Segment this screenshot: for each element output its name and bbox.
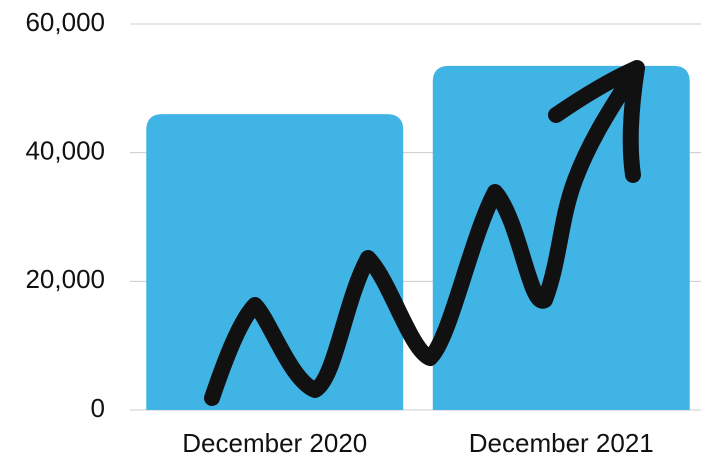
x-tick-label: December 2021 xyxy=(469,428,654,458)
arrow-head xyxy=(548,60,645,183)
x-tick-label: December 2020 xyxy=(182,428,367,458)
trend-arrow xyxy=(204,67,640,406)
y-tick-label: 20,000 xyxy=(25,264,105,294)
y-tick-label: 0 xyxy=(91,393,105,423)
y-tick-label: 40,000 xyxy=(25,136,105,166)
y-tick-label: 60,000 xyxy=(25,7,105,37)
